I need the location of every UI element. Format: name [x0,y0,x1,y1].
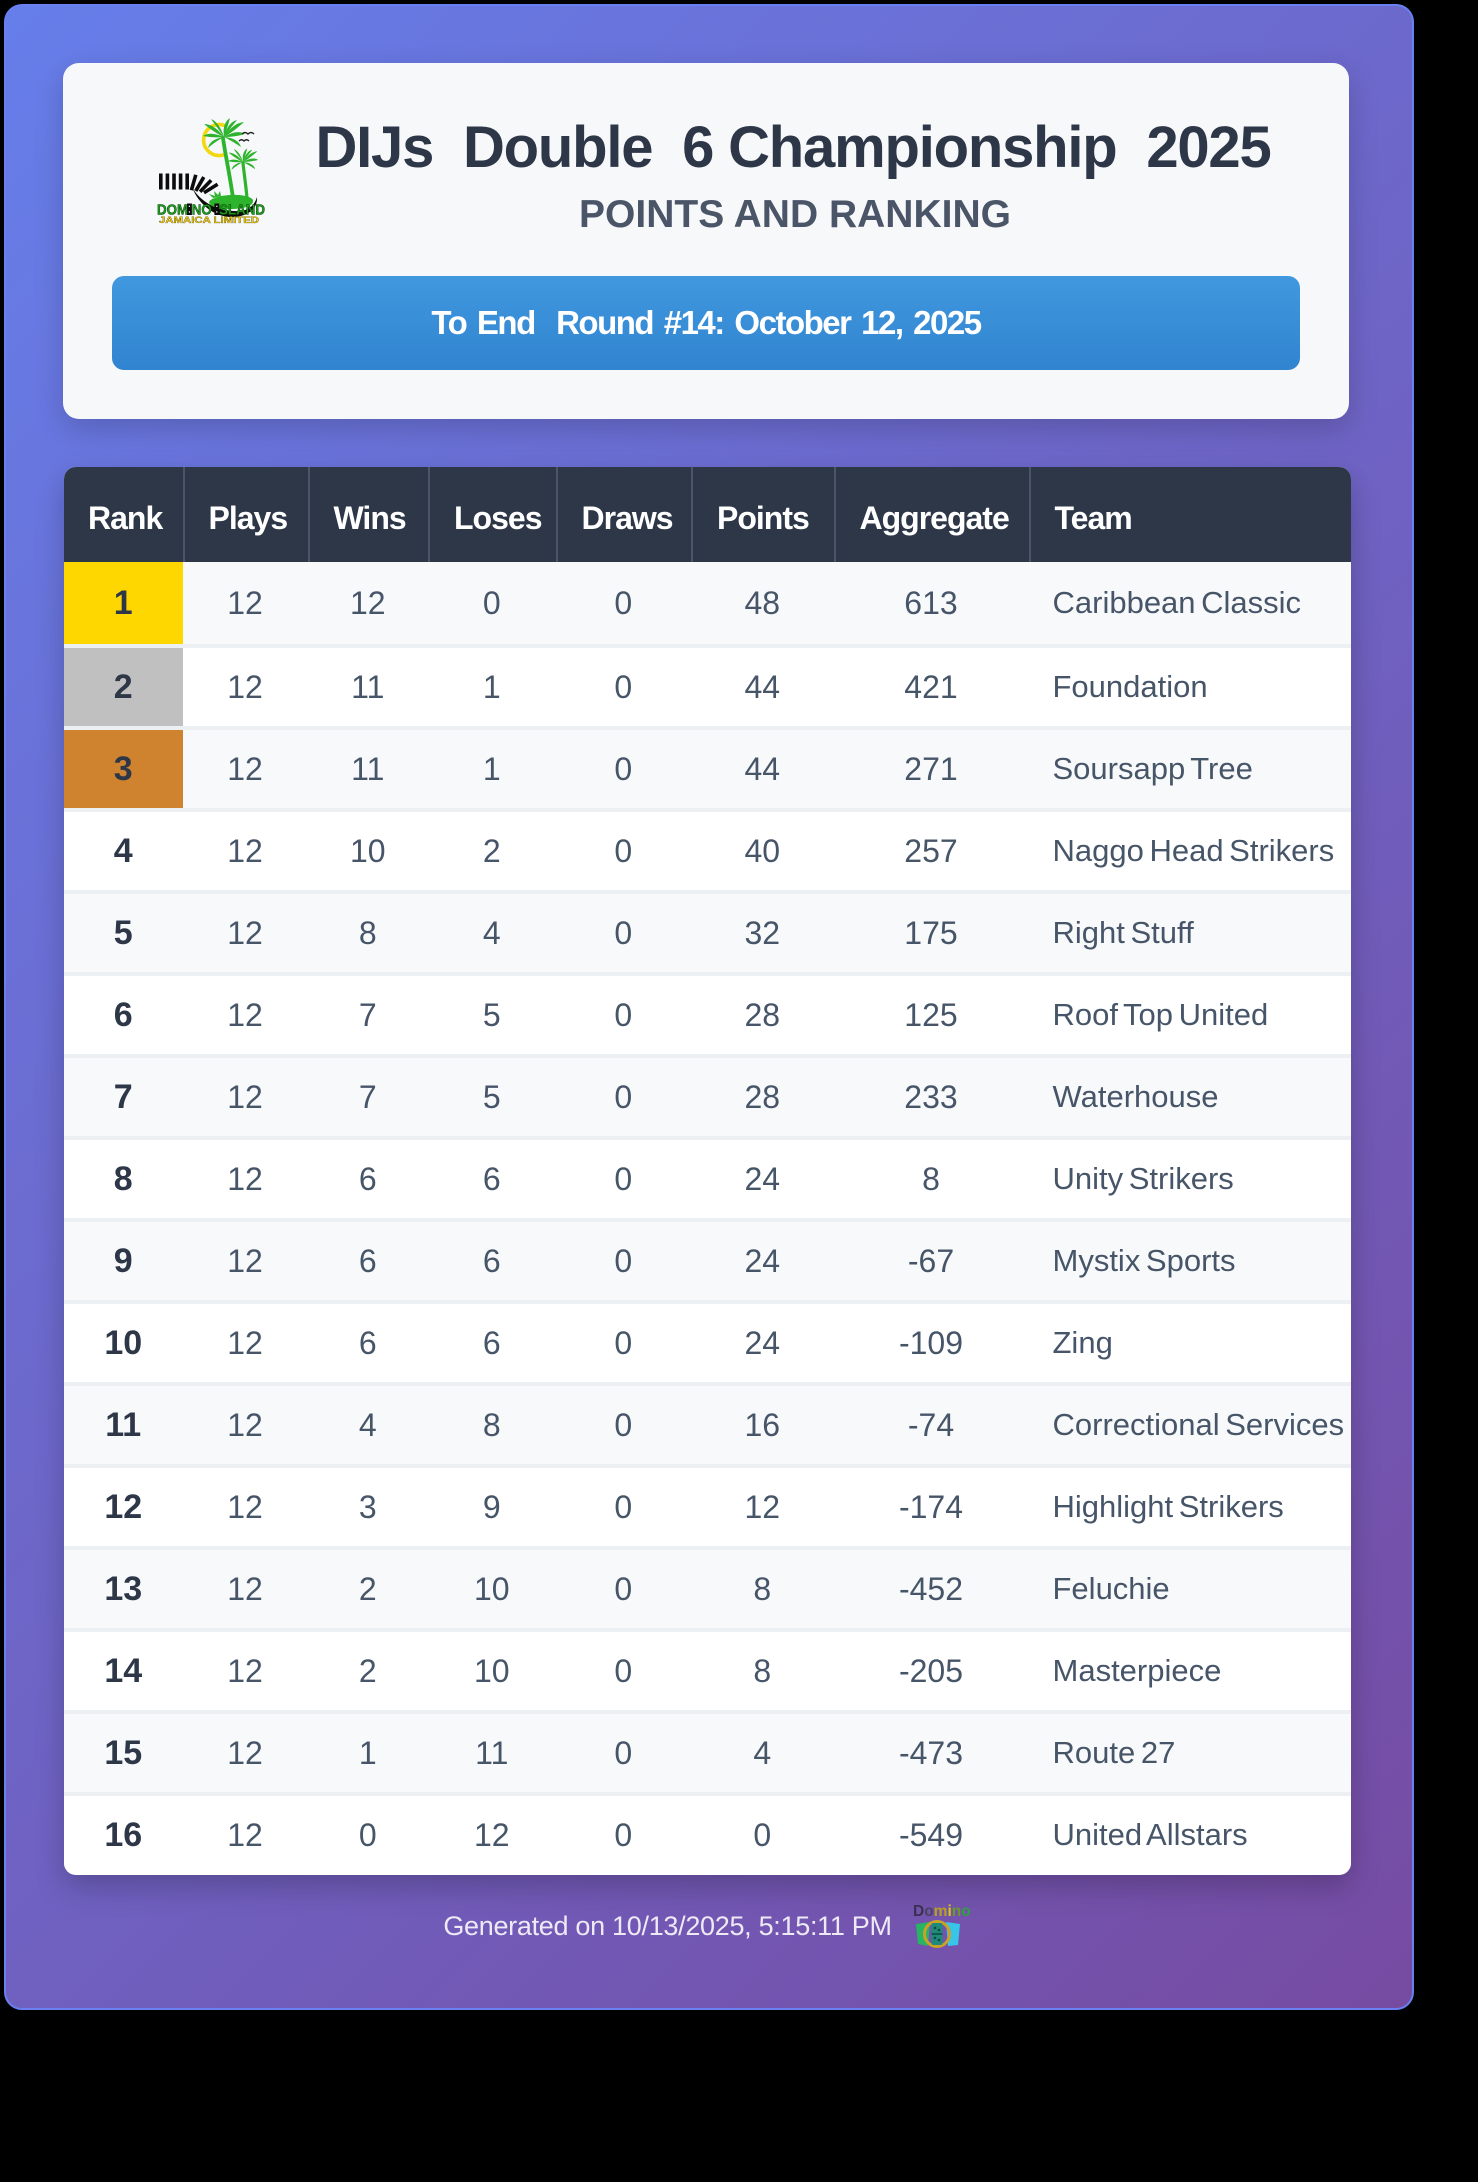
svg-text:DOMINO ISLAND: DOMINO ISLAND [157,203,265,219]
svg-text:JAMAICA LIMITED: JAMAICA LIMITED [159,215,259,225]
svg-text:Domino: Domino [913,1903,971,1920]
